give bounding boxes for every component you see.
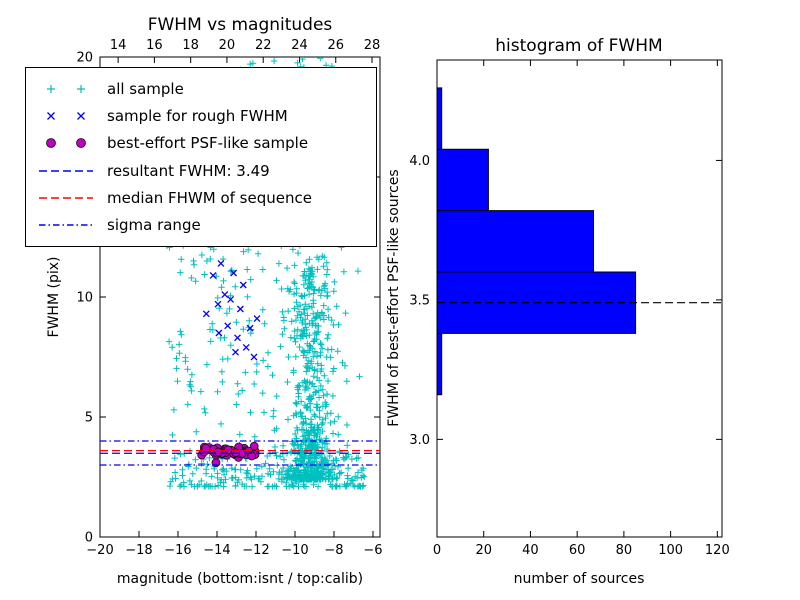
tick-label: 60 [569,543,586,558]
legend-item-sigma-range: sigma range [35,212,367,238]
dashdot-line-icon [39,224,93,227]
tick-label: 3.5 [409,293,430,308]
dashed-line-icon [39,197,93,199]
scatter-plot-reference-lines [100,440,380,466]
scatter-plot-data [163,57,368,490]
tick-label: 26 [327,38,344,53]
legend-label: median FHWM of sequence [107,188,312,207]
tick-label: 0 [85,531,93,546]
left-yaxis-label: FWHM (pix) [46,257,62,338]
plus-marker-icon [47,84,85,93]
right-yaxis-label: FWHM of best-effort PSF-like sources [386,169,402,426]
tick-label: 0 [433,543,441,558]
tick-label: −8 [324,543,343,558]
tick-label: 24 [291,38,308,53]
legend-item-rough-fwhm: sample for rough FWHM [35,103,367,129]
histogram-bar [436,210,595,273]
axis-ticks: −20 −18 −16 −14 −12 −10 −8 −6 14 16 18 20 22 24 26 28 0 5… [76,38,729,558]
tick-label: 14 [110,38,127,53]
left-plot-title: FWHM vs magnitudes [148,15,333,35]
tick-label: −12 [242,543,269,558]
tick-label: 28 [364,38,381,53]
series-psf-like-sample [197,441,260,468]
tick-label: 10 [76,291,93,306]
legend-label: resultant FWHM: 3.49 [107,161,270,180]
x-marker-icon [47,112,85,120]
tick-label: 3.0 [409,433,430,448]
legend-item-resultant-fwhm: resultant FWHM: 3.49 [35,158,367,184]
tick-label: −16 [164,543,191,558]
right-xaxis-label: number of sources [514,571,645,587]
tick-label: −18 [125,543,152,558]
tick-label: −10 [281,543,308,558]
legend-item-all-sample: all sample [35,76,367,102]
histogram-bar [436,332,443,396]
circle-marker-icon [46,138,86,149]
tick-label: −20 [86,543,113,558]
tick-label: 40 [522,543,539,558]
tick-label: −14 [203,543,230,558]
left-xaxis-label: magnitude (bottom:isnt / top:calib) [117,571,363,587]
legend-item-psf-like-sample: best-effort PSF-like sample [35,130,367,156]
tick-label: 16 [146,38,163,53]
series-rough-fwhm-sample [202,259,261,361]
tick-label: −6 [363,543,382,558]
legend-label: sample for rough FWHM [107,106,288,125]
histogram-data [436,87,722,396]
histogram-bar [436,148,489,212]
tick-label: 80 [616,543,633,558]
legend-label: sigma range [107,216,201,235]
tick-label: 22 [255,38,272,53]
legend-item-median-fwhm: median FHWM of sequence [35,185,367,211]
tick-label: 18 [182,38,199,53]
legend-label: all sample [107,79,184,98]
legend-label: best-effort PSF-like sample [107,134,309,153]
right-plot-title: histogram of FWHM [495,36,662,56]
tick-label: 20 [475,543,492,558]
histogram-bar [436,87,443,150]
dashed-line-icon [39,169,93,172]
legend: all sample sample for rough FWHM best-ef… [25,67,377,247]
tick-label: 5 [85,411,93,426]
tick-label: 20 [76,51,93,66]
tick-label: 20 [219,38,236,53]
tick-label: 4.0 [409,154,430,169]
tick-label: 120 [705,543,730,558]
tick-label: 100 [658,543,683,558]
